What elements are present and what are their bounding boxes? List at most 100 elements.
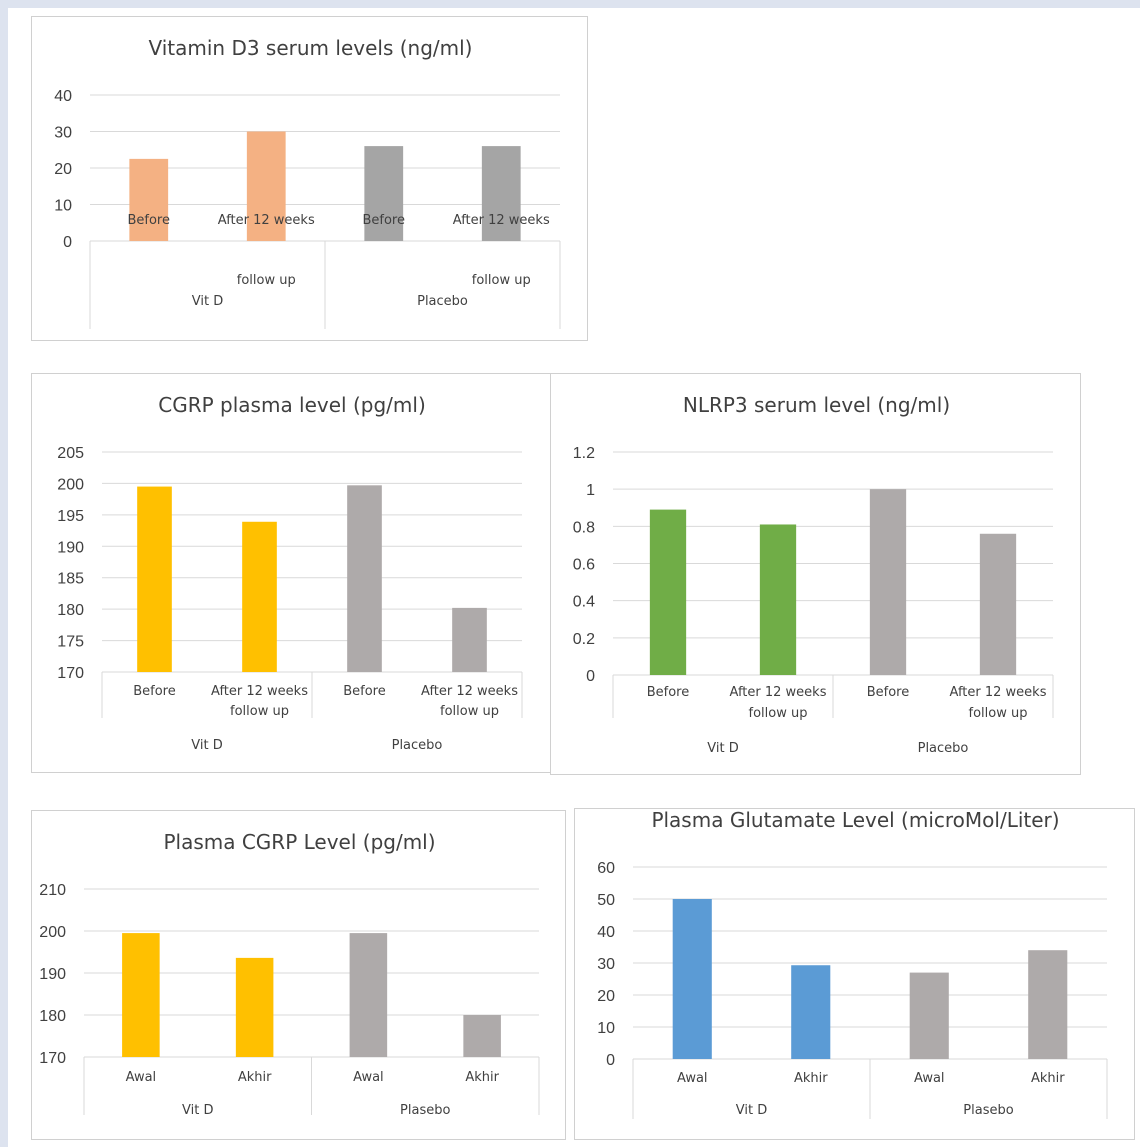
chart-title: Vitamin D3 serum levels (ng/ml) [148,36,472,60]
bar[interactable] [242,521,277,672]
x-group-label: Vit D [707,741,738,756]
x-category-label: After 12 weeks [730,685,827,700]
bar[interactable] [349,933,388,1057]
y-tick-label: 0 [606,1052,615,1069]
chart-plasma-cgrp-level[interactable]: Plasma CGRP Level (pg/ml) 210 200 190 180 170… [31,810,566,1140]
y-tick-label: 40 [54,88,72,105]
chart-title: CGRP plasma level (pg/ml) [158,393,426,417]
y-tick-label: 175 [57,634,84,651]
y-tick-label: 200 [57,476,84,493]
x-category-label: Before [647,685,690,700]
chart-svg: Plasma CGRP Level (pg/ml) 210 200 190 180 170… [39,830,540,1118]
x-category-label: follow up [749,706,808,721]
y-tick-label: 0.4 [573,594,595,611]
y-tick-label: 0 [63,234,72,251]
x-group-label: Placebo [918,741,969,756]
x-group-label: Vit D [192,294,223,309]
bar[interactable] [137,486,172,672]
x-category-label: Awal [914,1071,945,1086]
chart-nlrp3-serum[interactable]: NLRP3 serum level (ng/ml) 1.2 1 0.8 0.6 0.4 0.… [550,373,1081,775]
x-category-label: Before [362,213,405,228]
bar[interactable] [246,131,286,242]
chart-title: NLRP3 serum level (ng/ml) [683,393,950,417]
x-category-label: Before [127,213,170,228]
x-category-label: After 12 weeks [950,685,1047,700]
bar[interactable] [463,1015,501,1057]
x-category-label: Awal [677,1071,708,1086]
x-group-label: Placebo [392,738,443,753]
y-tick-label: 195 [57,508,84,525]
x-group-label: Vit D [736,1103,767,1118]
y-tick-label: 60 [597,860,615,877]
y-tick-label: 0 [586,668,595,685]
y-tick-label: 1 [586,482,595,499]
x-category-label: After 12 weeks [453,213,550,228]
x-category-label: After 12 weeks [218,213,315,228]
bar[interactable] [672,899,712,1059]
chart-title: Plasma Glutamate Level (microMol/Liter) [651,808,1059,832]
y-tick-label: 190 [39,966,66,983]
y-tick-label: 170 [57,665,84,682]
y-tick-label: 30 [54,125,72,142]
x-category-label: follow up [440,704,499,719]
y-tick-label: 10 [597,1020,615,1037]
y-tick-label: 20 [597,988,615,1005]
chart-vitamin-d3[interactable]: Vitamin D3 serum levels (ng/ml) 40 30 20 10 0… [31,16,588,341]
bar[interactable] [979,533,1017,675]
bar[interactable] [235,957,274,1057]
chart-svg: Plasma Glutamate Level (microMol/Liter) 6… [597,808,1108,1119]
bar[interactable] [347,485,382,672]
bar[interactable] [364,146,404,241]
x-category-label: follow up [237,273,296,288]
x-group-label: Placebo [417,294,468,309]
y-tick-label: 205 [57,445,84,462]
bar[interactable] [481,146,521,241]
x-category-label: Akhir [794,1071,828,1086]
x-group-label: Vit D [182,1103,213,1118]
x-category-label: Akhir [1031,1071,1065,1086]
y-tick-label: 0.6 [573,557,595,574]
y-tick-label: 40 [597,924,615,941]
bar[interactable] [909,972,949,1059]
x-category-label: Before [133,684,176,699]
bar[interactable] [759,524,797,675]
x-category-label: After 12 weeks [421,684,518,699]
chart-svg: CGRP plasma level (pg/ml) 205 200 195 190 185… [57,393,523,753]
x-group-label: Plasebo [963,1103,1013,1118]
y-tick-label: 30 [597,956,615,973]
y-tick-label: 50 [597,892,615,909]
x-category-label: Awal [353,1070,384,1085]
x-category-label: follow up [230,704,289,719]
x-category-label: Akhir [238,1070,272,1085]
bar[interactable] [791,965,831,1059]
bar[interactable] [122,933,160,1057]
bar[interactable] [869,489,907,675]
y-tick-label: 210 [39,882,66,899]
chart-cgrp-plasma[interactable]: CGRP plasma level (pg/ml) 205 200 195 190 185… [31,373,551,773]
x-category-label: After 12 weeks [211,684,308,699]
x-category-label: Akhir [465,1070,499,1085]
x-category-label: follow up [969,706,1028,721]
y-tick-label: 185 [57,571,84,588]
y-tick-label: 190 [57,539,84,556]
y-tick-label: 1.2 [573,445,595,462]
bar[interactable] [129,158,169,241]
x-category-label: Before [343,684,386,699]
chart-svg: NLRP3 serum level (ng/ml) 1.2 1 0.8 0.6 0.4 0.… [573,393,1054,756]
y-tick-label: 180 [57,602,84,619]
chart-title: Plasma CGRP Level (pg/ml) [163,830,435,854]
y-tick-label: 0.8 [573,519,595,536]
x-category-label: Awal [126,1070,157,1085]
y-tick-label: 200 [39,924,66,941]
chart-plasma-glutamate[interactable]: Plasma Glutamate Level (microMol/Liter) 6… [574,808,1135,1140]
bar[interactable] [1028,950,1068,1059]
y-tick-label: 20 [54,161,72,178]
bar[interactable] [649,509,687,675]
x-category-label: Before [867,685,910,700]
x-group-label: Vit D [191,738,222,753]
x-group-label: Plasebo [400,1103,450,1118]
y-tick-label: 170 [39,1050,66,1067]
y-tick-label: 180 [39,1008,66,1025]
chart-svg: Vitamin D3 serum levels (ng/ml) 40 30 20 10 0… [54,36,561,329]
bar[interactable] [452,607,487,672]
